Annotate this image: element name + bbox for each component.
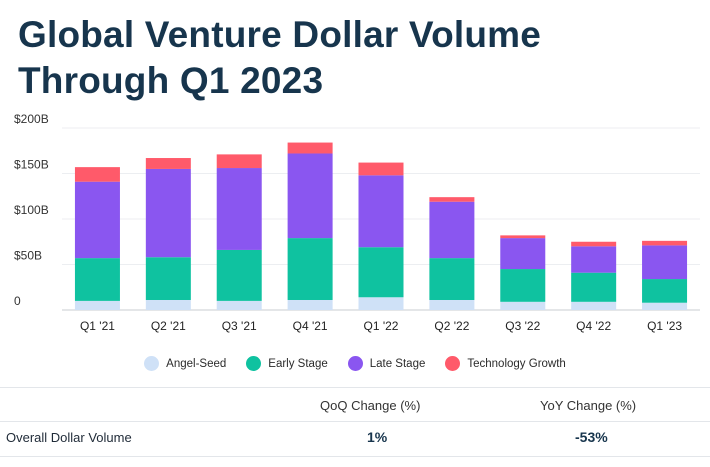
bar-technology-growth [216,154,262,169]
x-tick-label: Q1 '23 [647,319,682,333]
bar-technology-growth [358,162,404,176]
bar-technology-growth [571,241,617,247]
bar-technology-growth [74,167,120,182]
bar-early-stage [74,258,120,301]
bar-technology-growth [500,235,546,239]
x-tick-label: Q3 '21 [222,319,257,333]
bar-angel-seed [287,299,333,310]
bar-angel-seed [145,299,191,310]
bar-early-stage [642,279,688,303]
bar-early-stage [287,238,333,300]
legend-item-angel-seed: Angel-Seed [144,356,226,371]
bar-late-stage [429,201,475,259]
bar-late-stage [145,168,191,258]
bar-technology-growth [287,142,333,154]
y-tick-label: $150B [14,158,49,172]
table-top-divider [0,387,710,388]
bar-late-stage [500,238,546,270]
bar-angel-seed [642,302,688,310]
legend-swatch-technology-growth [445,356,461,371]
y-tick-label: $200B [14,112,49,126]
legend-label-technology-growth: Technology Growth [467,357,566,370]
bar-early-stage [571,272,617,302]
x-tick-label: Q2 '21 [151,319,186,333]
yoy-header: YoY Change (%) [540,398,637,413]
table-bottom-divider [0,456,710,457]
legend-swatch-angel-seed [144,356,160,371]
qoq-header: QoQ Change (%) [320,398,421,413]
yoy-value: -53% [575,429,608,445]
table-mid-divider [0,421,710,422]
x-tick-label: Q1 '22 [364,319,399,333]
bar-angel-seed [429,299,475,310]
bar-technology-growth [429,197,475,202]
bar-early-stage [216,249,262,301]
bar-angel-seed [358,297,404,310]
chart-title: Global Venture Dollar Volume Through Q1 … [18,14,542,101]
y-tick-label: $100B [14,203,49,217]
legend-label-late-stage: Late Stage [369,357,426,370]
y-tick-label: 0 [14,294,21,308]
stacked-bar-chart: 0 $50B $100B $150B $200B Q1 '21 Q2 '21 Q3 '21 Q4… [14,112,700,333]
qoq-value: 1% [367,429,388,445]
bar-late-stage [74,181,120,259]
legend-swatch-late-stage [347,356,363,371]
legend-label-early-stage: Early Stage [268,357,328,370]
x-tick-label: Q1 '21 [80,319,115,333]
legend-item-early-stage: Early Stage [246,356,328,371]
y-tick-label: $50B [14,249,42,263]
row-label-overall-dollar-volume: Overall Dollar Volume [6,430,132,445]
bar-late-stage [358,175,404,248]
legend: Angel-Seed Early Stage Late Stage Techno… [0,356,710,371]
x-tick-label: Q4 '22 [576,319,611,333]
bar-early-stage [429,258,475,300]
x-tick-label: Q3 '22 [505,319,540,333]
bar-late-stage [571,246,617,273]
bar-early-stage [358,247,404,298]
bar-angel-seed [571,301,617,310]
legend-item-technology-growth: Technology Growth [445,356,566,371]
x-tick-label: Q4 '21 [293,319,328,333]
legend-label-angel-seed: Angel-Seed [166,357,227,370]
bar-early-stage [500,269,546,302]
bar-late-stage [287,153,333,239]
bar-technology-growth [145,158,191,169]
legend-item-late-stage: Late Stage [347,356,426,371]
bar-late-stage [216,168,262,250]
bar-technology-growth [642,240,688,246]
bar-angel-seed [74,300,120,310]
bar-angel-seed [500,301,546,310]
legend-swatch-early-stage [246,356,262,371]
bar-early-stage [145,257,191,300]
x-tick-label: Q2 '22 [434,319,469,333]
bar-angel-seed [216,300,262,310]
bar-late-stage [642,245,688,280]
